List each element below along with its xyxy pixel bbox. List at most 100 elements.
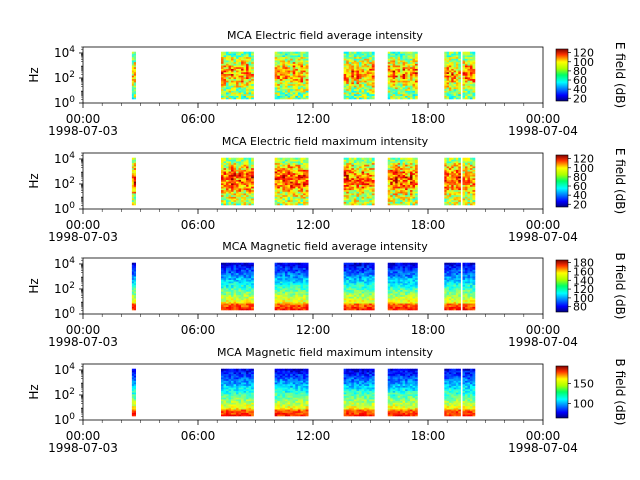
spectrogram-cell [300,88,304,91]
spectrogram-cell [241,286,244,289]
spectrogram-cell [453,66,457,69]
spectrogram-cell [274,299,278,302]
spectrogram-cell [133,308,137,311]
spectrogram-cell [464,186,468,189]
spectrogram-cell [405,169,408,172]
spectrogram-cell [364,267,367,270]
spectrogram-cell [414,75,418,78]
spectrogram-cell [221,277,224,280]
spectrogram-cell [295,169,299,172]
spectrogram-cell [446,162,450,165]
spectrogram-cell [448,51,452,54]
spectrogram-cell [412,203,416,206]
spectrogram-cell [400,161,403,164]
spectrogram-cell [277,53,281,56]
spectrogram-cell [300,95,304,98]
spectrogram-cell [241,186,244,189]
spectrogram-cell [407,201,411,204]
spectrogram-cell [400,174,403,177]
spectrogram-cell [395,159,398,162]
spectrogram-cell [251,288,254,291]
spectrogram-cell [295,286,299,289]
spectrogram-cell [351,274,355,277]
spectrogram-cell [284,306,288,309]
spectrogram-cell [407,83,411,86]
spectrogram-cell [390,78,394,81]
spectrogram-cell [469,95,473,98]
spectrogram-cell [410,174,413,177]
spectrogram-cell [369,167,373,170]
spectrogram-cell [246,66,249,69]
spectrogram-cell [290,262,294,265]
spectrogram-cell [233,296,237,299]
spectrogram-cell [295,183,299,186]
spectrogram-cell [246,276,249,279]
spectrogram-cell [371,181,375,184]
spectrogram-cell [343,262,347,265]
spectrogram-cell [131,281,135,284]
spectrogram-cell [400,88,403,91]
spectrogram-cell [467,63,471,66]
spectrogram-cell [464,68,468,71]
spectrogram-cell [236,298,239,301]
spectrogram-cell [448,90,452,93]
spectrogram-cell [387,169,391,172]
spectrogram-cell [297,296,301,299]
spectrogram-cell [236,97,239,100]
spectrogram-cell [223,51,227,54]
spectrogram-cell [455,70,459,73]
spectrogram-cell [238,63,242,66]
spectrogram-cell [353,301,357,304]
spectrogram-cell [392,294,396,297]
spectrogram-cell [284,179,288,182]
spectrogram-cell [407,203,411,206]
spectrogram-cell [274,90,278,93]
spectrogram-cell [133,78,137,81]
spectrogram-cell [251,172,254,175]
spectrogram-cell [369,58,373,61]
spectrogram-cell [282,88,286,91]
spectrogram-cell [348,176,352,179]
spectrogram-cell [469,85,473,88]
spectrogram-cell [472,174,476,177]
spectrogram-cell [405,198,408,201]
spectrogram-cell [133,274,137,277]
spectrogram-cell [226,267,229,270]
spectrogram-cell [290,201,294,204]
spectrogram-cell [343,298,347,301]
spectrogram-cell [400,179,403,182]
spectrogram-cell [279,294,283,297]
spectrogram-cell [390,169,394,172]
spectrogram-cell [371,281,375,284]
spectrogram-cell [287,199,291,202]
spectrogram-cell [356,289,360,292]
spectrogram-cell [455,58,459,61]
spectrogram-cell [290,174,294,177]
spectrogram-cell [233,299,237,302]
spectrogram-cell [279,71,283,74]
spectrogram-cell [238,95,242,98]
spectrogram-cell [353,198,357,201]
spectrogram-cell [366,164,370,167]
spectrogram-cell [279,53,283,56]
spectrogram-cell [369,82,373,85]
spectrogram-cell [364,298,367,301]
spectrogram-cell [238,276,242,279]
spectrogram-cell [228,296,232,299]
spectrogram-cell [241,78,244,81]
spectrogram-cell [359,159,362,162]
spectrogram-cell [277,55,281,58]
spectrogram-cell [361,282,365,285]
spectrogram-cell [223,90,227,93]
spectrogram-cell [131,85,135,88]
spectrogram-cell [303,299,306,302]
spectrogram-cell [353,183,357,186]
spectrogram-cell [303,189,306,192]
spectrogram-cell [236,60,239,63]
spectrogram-cell [274,80,278,83]
spectrogram-cell [472,186,476,189]
spectrogram-cell [469,162,473,165]
spectrogram-cell [462,186,466,189]
spectrogram-cell [287,95,291,98]
spectrogram-cell [236,73,239,76]
